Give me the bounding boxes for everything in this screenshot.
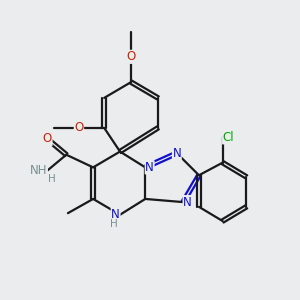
Text: N: N bbox=[172, 147, 181, 160]
Text: O: O bbox=[74, 122, 84, 134]
Text: N: N bbox=[183, 196, 192, 208]
Text: N: N bbox=[145, 161, 154, 174]
Text: H: H bbox=[48, 174, 56, 184]
Text: O: O bbox=[43, 132, 52, 146]
Text: O: O bbox=[126, 50, 136, 63]
Text: NH: NH bbox=[30, 164, 47, 177]
Text: Cl: Cl bbox=[223, 131, 234, 144]
Text: H: H bbox=[110, 219, 118, 229]
Text: N: N bbox=[111, 208, 120, 221]
